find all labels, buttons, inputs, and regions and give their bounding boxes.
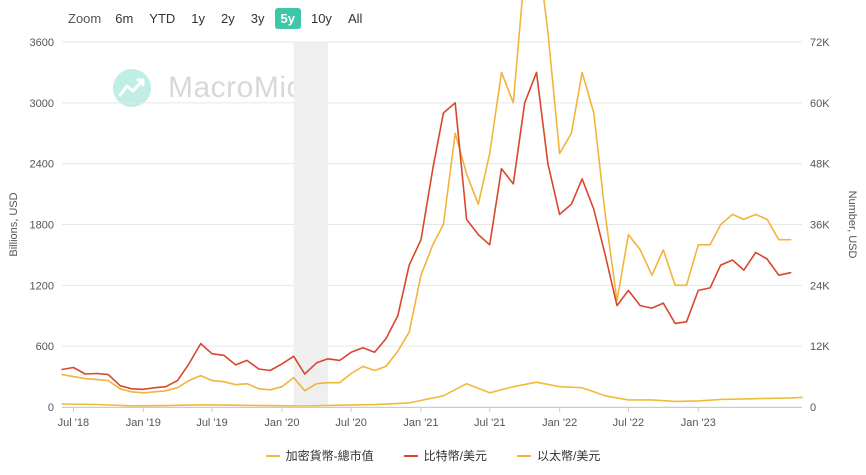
axes: 0 0 600 12K 1200 24K 1800 36K 2400 48K 3000 60K 3600… bbox=[8, 37, 858, 429]
y-right-tick-label: 60K bbox=[810, 98, 830, 110]
zoom-button-6m[interactable]: 6m bbox=[115, 10, 134, 26]
x-tick-label: Jan '22 bbox=[542, 417, 577, 429]
y-left-tick-label: 1800 bbox=[30, 220, 54, 232]
zoom-button-5y[interactable]: 5y bbox=[274, 7, 301, 29]
gridlines bbox=[62, 41, 802, 408]
x-tick-label: Jan '20 bbox=[264, 417, 299, 429]
y-left-tick-label: 3600 bbox=[30, 37, 54, 49]
x-tick-label: Jul '20 bbox=[335, 417, 366, 429]
crypto-price-chart: 0 0 600 12K 1200 24K 1800 36K 2400 48K 3000 60K 3600… bbox=[8, 0, 858, 429]
zoom-button-1y[interactable]: 1y bbox=[191, 10, 206, 26]
shaded-period bbox=[293, 42, 328, 407]
series-eth-line bbox=[61, 0, 792, 394]
zoom-label: Zoom bbox=[68, 10, 102, 26]
macromicro-logo-icon bbox=[113, 69, 151, 107]
y-left-tick-label: 0 bbox=[48, 402, 54, 414]
legend-swatch bbox=[403, 454, 418, 457]
y-right-tick-label: 24K bbox=[810, 280, 830, 292]
y-left-tick-label: 600 bbox=[36, 341, 54, 353]
zoom-button-2y[interactable]: 2y bbox=[221, 10, 235, 26]
x-tick-label: Jul '19 bbox=[196, 417, 227, 429]
series-total-mcap-line bbox=[61, 381, 803, 407]
x-tick-label: Jan '23 bbox=[681, 417, 716, 429]
x-tick-label: Jul '18 bbox=[58, 417, 89, 429]
y-right-axis-title: Number, USD bbox=[846, 191, 858, 259]
legend-item-total-mcap[interactable]: 加密貨幣-總市值 bbox=[265, 447, 374, 464]
legend-item-eth[interactable]: 以太幣/美元 bbox=[517, 447, 600, 464]
zoom-button-ytd[interactable]: YTD bbox=[149, 10, 176, 26]
y-left-tick-label: 1200 bbox=[30, 280, 54, 292]
y-right-tick-label: 0 bbox=[810, 402, 816, 414]
x-tick-label: Jan '21 bbox=[403, 417, 438, 429]
y-left-tick-label: 2400 bbox=[30, 159, 54, 171]
y-left-tick-label: 3000 bbox=[30, 98, 54, 110]
y-right-tick-label: 48K bbox=[810, 159, 830, 171]
legend-label: 加密貨幣-總市值 bbox=[285, 449, 374, 463]
zoom-button-3y[interactable]: 3y bbox=[250, 10, 265, 26]
zoom-bar: Zoom 6m YTD 1y 2y 3y 5y 10y All bbox=[62, 6, 370, 30]
legend-swatch bbox=[265, 454, 280, 457]
legend-swatch bbox=[517, 454, 531, 457]
y-right-tick-label: 72K bbox=[810, 37, 830, 49]
y-right-tick-label: 36K bbox=[810, 220, 830, 232]
legend-label: 以太幣/美元 bbox=[537, 449, 601, 463]
y-left-axis-title: Billions, USD bbox=[8, 192, 20, 256]
series-layer bbox=[61, 0, 803, 407]
zoom-button-all[interactable]: All bbox=[347, 10, 363, 26]
zoom-button-10y[interactable]: 10y bbox=[310, 10, 332, 26]
x-tick-label: Jan '19 bbox=[126, 417, 161, 429]
legend-item-btc[interactable]: 比特幣/美元 bbox=[403, 447, 487, 464]
y-right-tick-label: 12K bbox=[810, 341, 830, 353]
x-tick-label: Jul '21 bbox=[474, 417, 505, 429]
legend: 加密貨幣-總市值 比特幣/美元 以太幣/美元 bbox=[0, 447, 866, 464]
series-btc-line bbox=[61, 71, 792, 391]
x-tick-label: Jul '22 bbox=[613, 417, 644, 429]
legend-label: 比特幣/美元 bbox=[423, 449, 487, 463]
